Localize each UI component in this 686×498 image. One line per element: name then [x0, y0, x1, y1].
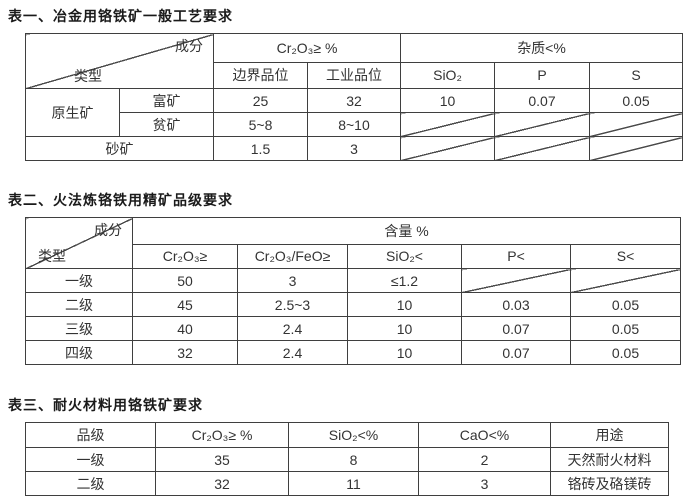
- table1-rich-boundary: 25: [213, 88, 308, 113]
- empty-diagonal-cell: [400, 136, 495, 161]
- empty-diagonal-cell: [494, 112, 590, 137]
- table1-sand-label: 砂矿: [25, 136, 214, 161]
- table-row: 四级 32 2.4 10 0.07 0.05: [25, 340, 681, 365]
- table3-grade1-sio2: 8: [288, 447, 419, 472]
- table2-corner-cell: 成分 类型: [25, 217, 133, 269]
- table2-grade1-label: 一级: [25, 268, 133, 293]
- table2-grade1-sio2: ≤1.2: [347, 268, 462, 293]
- table-row: 砂矿 1.5 3: [25, 136, 683, 161]
- table2-corner-type-label: 类型: [38, 248, 66, 264]
- table3-col-header-use: 用途: [550, 422, 669, 448]
- table1-col-header-boundary: 边界品位: [213, 61, 308, 90]
- table3-col-header-cao: CaO<%: [418, 422, 551, 448]
- table1-rich-label: 富矿: [119, 88, 214, 113]
- table-row: 二级 45 2.5~3 10 0.03 0.05: [25, 292, 681, 317]
- table1-sand-boundary: 1.5: [213, 136, 308, 161]
- table3-grade2-cr2o3: 32: [155, 471, 289, 496]
- table1-col-header-sio2: SiO₂: [400, 61, 495, 90]
- table-row: 一级 50 3 ≤1.2: [25, 268, 681, 293]
- table2-grade2-p: 0.03: [461, 292, 571, 317]
- table1-rich-s: 0.05: [589, 88, 683, 113]
- table1-corner-cell: 成分 类型: [25, 33, 214, 89]
- table2-grade3-s: 0.05: [570, 316, 681, 341]
- empty-diagonal-cell: [494, 136, 590, 161]
- table1-rich-sio2: 10: [400, 88, 495, 113]
- table2-grade3-sio2: 10: [347, 316, 462, 341]
- table3-grade2-use: 铬砖及硌镁砖: [550, 471, 669, 496]
- empty-diagonal-cell: [589, 112, 683, 137]
- table2-col-header-sio2: SiO₂<: [347, 243, 462, 270]
- table3-col-header-sio2: SiO₂<%: [288, 422, 419, 448]
- table1-poor-industrial: 8~10: [307, 112, 401, 137]
- table3: 品级 Cr₂O₃≥ % SiO₂<% CaO<% 用途 一级 35 8 2 天然…: [25, 422, 669, 496]
- table1-poor-label: 贫矿: [119, 112, 214, 137]
- table2-grade2-ratio: 2.5~3: [237, 292, 348, 317]
- table1-rich-p: 0.07: [494, 88, 590, 113]
- table-row: 二级 32 11 3 铬砖及硌镁砖: [25, 471, 669, 496]
- table2-grade4-label: 四级: [25, 340, 133, 365]
- table2: 成分 类型 含量 % Cr₂O₃≥ Cr₂O₃/FeO≥ SiO₂< P< S<…: [25, 217, 681, 365]
- table3-grade2-label: 二级: [25, 471, 156, 496]
- table1-corner-composition-label: 成分: [175, 38, 203, 54]
- table3-grade1-label: 一级: [25, 447, 156, 472]
- table1-group-header-cr2o3: Cr₂O₃≥ %: [213, 33, 401, 63]
- table1: 成分 类型 Cr₂O₃≥ % 杂质<% 边界品位 工业品位 SiO₂ P S 原…: [25, 33, 683, 161]
- table1-col-header-industrial: 工业品位: [307, 61, 401, 90]
- table-row: 三级 40 2.4 10 0.07 0.05: [25, 316, 681, 341]
- table3-grade1-use: 天然耐火材料: [550, 447, 669, 472]
- table2-grade3-cr2o3: 40: [132, 316, 238, 341]
- table1-col-header-s: S: [589, 61, 683, 90]
- table2-col-header-p: P<: [461, 243, 571, 270]
- table2-grade4-cr2o3: 32: [132, 340, 238, 365]
- table2-grade4-p: 0.07: [461, 340, 571, 365]
- table3-col-header-grade: 品级: [25, 422, 156, 448]
- table1-corner-type-label: 类型: [74, 68, 102, 84]
- table1-poor-boundary: 5~8: [213, 112, 308, 137]
- table-row: 贫矿 5~8 8~10: [26, 112, 683, 137]
- table2-corner-composition-label: 成分: [94, 222, 122, 238]
- table2-grade3-ratio: 2.4: [237, 316, 348, 341]
- table2-grade1-ratio: 3: [237, 268, 348, 293]
- table1-group-header-impurity: 杂质<%: [400, 33, 683, 63]
- table-row: 一级 35 8 2 天然耐火材料: [25, 447, 669, 472]
- table1-row-primary-label: 原生矿: [25, 88, 120, 137]
- table2-title: 表二、火法炼铬铁用精矿品级要求: [8, 192, 233, 208]
- table2-grade2-s: 0.05: [570, 292, 681, 317]
- empty-diagonal-cell: [400, 112, 495, 137]
- table2-group-header-content: 含量 %: [132, 217, 681, 245]
- table1-title: 表一、冶金用铬铁矿一般工艺要求: [8, 8, 233, 24]
- table3-grade2-cao: 3: [418, 471, 551, 496]
- table1-col-header-p: P: [494, 61, 590, 90]
- table2-grade2-label: 二级: [25, 292, 133, 317]
- empty-diagonal-cell: [461, 268, 571, 293]
- table3-grade1-cao: 2: [418, 447, 551, 472]
- table3-grade1-cr2o3: 35: [155, 447, 289, 472]
- table1-rich-industrial: 32: [307, 88, 401, 113]
- empty-diagonal-cell: [589, 136, 683, 161]
- table2-grade4-sio2: 10: [347, 340, 462, 365]
- table2-col-header-ratio: Cr₂O₃/FeO≥: [237, 243, 348, 270]
- empty-diagonal-cell: [570, 268, 681, 293]
- table2-grade3-p: 0.07: [461, 316, 571, 341]
- table2-grade3-label: 三级: [25, 316, 133, 341]
- table2-grade2-cr2o3: 45: [132, 292, 238, 317]
- table3-grade2-sio2: 11: [288, 471, 419, 496]
- table2-grade4-ratio: 2.4: [237, 340, 348, 365]
- table2-grade1-cr2o3: 50: [132, 268, 238, 293]
- table2-col-header-cr2o3: Cr₂O₃≥: [132, 243, 238, 270]
- table2-col-header-s: S<: [570, 243, 681, 270]
- table2-grade4-s: 0.05: [570, 340, 681, 365]
- table-row: 原生矿 富矿 25 32 10 0.07 0.05: [25, 88, 683, 137]
- table2-grade2-sio2: 10: [347, 292, 462, 317]
- table1-sand-industrial: 3: [307, 136, 401, 161]
- table3-col-header-cr2o3: Cr₂O₃≥ %: [155, 422, 289, 448]
- table3-title: 表三、耐火材料用铬铁矿要求: [8, 397, 203, 413]
